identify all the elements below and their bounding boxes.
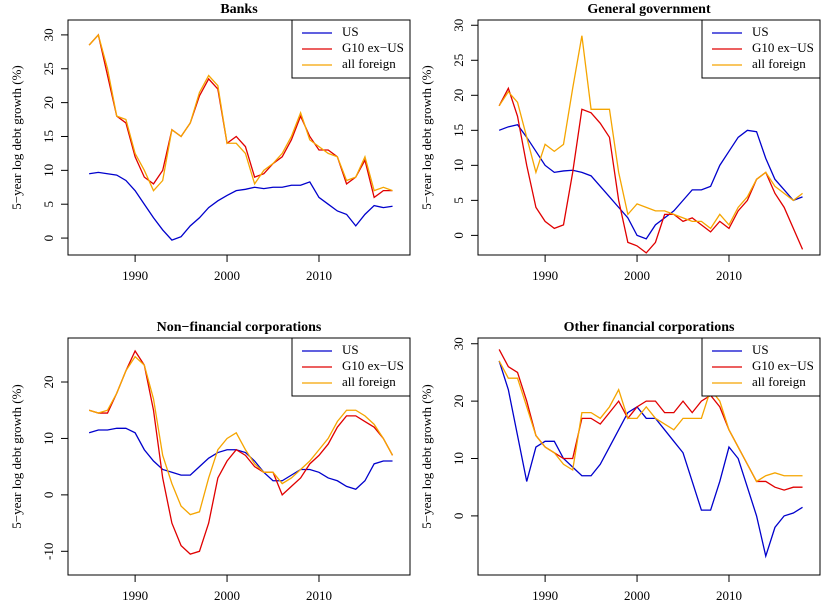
x-tick-label: 1990 (122, 268, 148, 283)
x-tick-label: 1990 (122, 588, 148, 603)
x-tick-label: 2000 (624, 268, 650, 283)
y-tick-label: 0 (451, 513, 466, 520)
series-line (498, 86, 804, 254)
series-line (88, 33, 393, 192)
legend-label: G10 ex−US (752, 40, 814, 55)
series-group (498, 349, 803, 559)
plot-frame (477, 19, 821, 256)
legend-label: all foreign (342, 56, 396, 71)
series-line (498, 360, 803, 483)
legend-label: US (342, 24, 359, 39)
x-tick-label: 2010 (716, 588, 742, 603)
panel-title: Banks (220, 2, 258, 17)
panel: Other financial corporations 5−year log d… (419, 320, 821, 603)
series-line (89, 171, 393, 241)
y-tick-label: 5 (41, 201, 56, 208)
legend-label: G10 ex−US (752, 358, 814, 373)
y-tick-label: 10 (451, 452, 466, 465)
x-tick-label: 2010 (306, 588, 332, 603)
legend-label: G10 ex−US (342, 40, 404, 55)
x-tick-label: 2000 (214, 268, 240, 283)
y-tick-label: 20 (41, 96, 56, 109)
y-tick-label: 30 (451, 337, 466, 350)
y-axis-label: 5−year log debt growth (%) (419, 65, 434, 210)
series-group (88, 349, 394, 555)
y-tick-label: 15 (41, 130, 56, 143)
y-tick-label: 20 (41, 376, 56, 389)
series-line (88, 427, 393, 490)
series-group (88, 33, 393, 241)
panel-title: Other financial corporations (564, 320, 735, 335)
x-tick-label: 1990 (532, 268, 558, 283)
series-line (498, 123, 803, 240)
x-tick-label: 1990 (532, 588, 558, 603)
x-tick-label: 2000 (624, 588, 650, 603)
series-line (88, 349, 394, 555)
y-axis-label: 5−year log debt growth (%) (9, 65, 24, 210)
y-tick-label: 0 (451, 232, 466, 239)
legend-label: all foreign (752, 374, 806, 389)
panel: Banks 5−year log debt growth (%) 1990 2000 2… (9, 2, 411, 283)
panel-title: General government (587, 2, 711, 17)
x-tick-label: 2010 (306, 268, 332, 283)
y-tick-label: 0 (41, 492, 56, 499)
y-tick-label: 10 (41, 432, 56, 445)
y-axis-label: 5−year log debt growth (%) (9, 384, 24, 529)
legend-label: G10 ex−US (342, 358, 404, 373)
y-tick-label: 20 (451, 89, 466, 102)
y-tick-label: -10 (41, 543, 56, 560)
legend-label: US (342, 342, 359, 357)
y-axis-label: 5−year log debt growth (%) (419, 384, 434, 529)
x-tick-label: 2000 (214, 588, 240, 603)
y-tick-label: 20 (451, 395, 466, 408)
y-tick-label: 10 (451, 159, 466, 172)
y-tick-label: 0 (41, 235, 56, 242)
y-tick-label: 5 (451, 197, 466, 204)
y-tick-label: 30 (41, 28, 56, 41)
y-tick-label: 15 (451, 124, 466, 137)
series-line (498, 360, 803, 559)
plot-frame (67, 19, 411, 256)
legend-label: all foreign (342, 374, 396, 389)
y-tick-label: 25 (451, 54, 466, 67)
y-tick-label: 25 (41, 62, 56, 75)
panel: General government 5−year log debt growth… (419, 2, 821, 283)
legend-label: all foreign (752, 56, 806, 71)
panel: Non−financial corporations 5−year log deb… (9, 320, 411, 603)
y-tick-label: 30 (451, 19, 466, 32)
legend-label: US (752, 24, 769, 39)
series-group (498, 35, 804, 254)
series-line (88, 355, 394, 516)
plot-frame (67, 337, 411, 576)
legend-label: US (752, 342, 769, 357)
series-line (498, 35, 803, 230)
x-tick-label: 2010 (716, 268, 742, 283)
plot-frame (477, 337, 821, 576)
panel-title: Non−financial corporations (157, 320, 322, 335)
y-tick-label: 10 (41, 164, 56, 177)
